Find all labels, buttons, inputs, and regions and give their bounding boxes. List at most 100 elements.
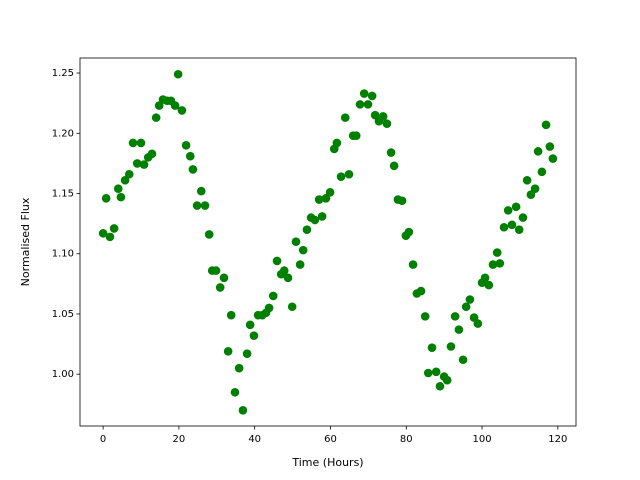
data-point xyxy=(113,184,123,193)
data-point xyxy=(420,312,430,321)
data-point xyxy=(317,212,327,221)
data-point xyxy=(340,113,350,122)
data-point xyxy=(314,195,324,204)
data-point xyxy=(310,215,320,225)
data-point xyxy=(458,355,468,365)
data-point xyxy=(386,148,396,157)
data-point xyxy=(128,138,138,148)
data-point xyxy=(533,147,543,156)
data-point xyxy=(492,248,502,257)
data-point xyxy=(530,184,540,193)
data-point xyxy=(378,112,388,121)
data-point xyxy=(495,259,505,268)
x-tick-label: 60 xyxy=(324,434,337,445)
data-point xyxy=(136,138,146,148)
data-point xyxy=(279,266,289,275)
data-point xyxy=(295,260,305,269)
data-point xyxy=(526,190,536,200)
y-tick-label: 1.25 xyxy=(52,68,74,79)
data-point xyxy=(124,169,134,179)
x-tick-label: 0 xyxy=(100,434,106,445)
plot-frame xyxy=(79,57,577,427)
data-point xyxy=(234,363,244,373)
y-tick-label: 1.10 xyxy=(52,249,74,260)
data-point xyxy=(211,266,221,275)
data-point xyxy=(325,188,335,197)
data-point xyxy=(188,165,198,174)
data-point xyxy=(363,100,373,109)
data-point xyxy=(204,230,214,239)
data-point xyxy=(298,245,308,255)
data-point xyxy=(151,113,161,122)
data-point xyxy=(431,367,441,377)
data-point xyxy=(223,347,233,356)
data-point xyxy=(507,220,517,230)
x-tick-label: 100 xyxy=(472,434,491,445)
x-tick-label: 120 xyxy=(548,434,567,445)
data-point xyxy=(355,100,365,109)
data-point xyxy=(545,142,555,151)
data-point xyxy=(219,273,229,283)
x-tick-label: 40 xyxy=(248,434,261,445)
data-point xyxy=(109,224,119,233)
data-point xyxy=(272,256,282,266)
data-point xyxy=(302,225,312,234)
y-tick-label: 1.00 xyxy=(52,369,74,380)
data-point xyxy=(344,169,354,179)
data-point xyxy=(98,228,108,238)
data-point xyxy=(287,302,297,312)
data-point xyxy=(101,194,111,203)
data-point xyxy=(116,192,126,202)
data-point xyxy=(382,119,392,128)
data-point xyxy=(351,131,361,140)
data-point xyxy=(105,232,115,242)
data-point xyxy=(332,138,342,148)
data-point xyxy=(196,186,206,196)
data-point xyxy=(215,283,225,292)
data-point xyxy=(408,260,418,269)
data-point xyxy=(461,302,471,312)
data-point xyxy=(242,349,252,359)
data-point xyxy=(537,167,547,177)
data-point xyxy=(226,310,236,320)
data-point xyxy=(185,151,195,161)
data-point xyxy=(359,89,369,98)
data-point xyxy=(321,194,331,203)
data-point xyxy=(499,222,509,232)
data-point xyxy=(177,106,187,115)
data-point xyxy=(336,172,346,181)
data-point xyxy=(473,319,483,328)
data-point xyxy=(548,154,558,163)
data-point xyxy=(480,273,490,283)
data-point xyxy=(503,206,513,215)
x-tick-label: 80 xyxy=(400,434,413,445)
data-point xyxy=(442,375,452,385)
data-point xyxy=(181,141,191,150)
y-tick-label: 1.20 xyxy=(52,128,74,139)
data-point xyxy=(435,381,445,391)
data-point xyxy=(427,343,437,353)
data-point xyxy=(416,286,426,296)
data-point xyxy=(404,227,414,237)
data-point xyxy=(367,91,377,101)
data-point xyxy=(511,202,521,212)
data-point xyxy=(465,295,475,304)
data-point xyxy=(173,69,183,79)
y-tick-label: 1.05 xyxy=(52,309,74,320)
data-point xyxy=(389,161,399,171)
data-point xyxy=(488,260,498,269)
data-point xyxy=(170,101,180,110)
data-point xyxy=(450,312,460,321)
data-point xyxy=(291,237,301,246)
data-point xyxy=(139,160,149,169)
data-point xyxy=(397,196,407,206)
data-point xyxy=(120,175,130,185)
y-tick-label: 1.15 xyxy=(52,189,74,200)
data-point xyxy=(423,368,433,378)
x-tick-label: 20 xyxy=(173,434,186,445)
data-point xyxy=(541,120,551,130)
data-point xyxy=(200,201,210,210)
x-axis-label: Time (Hours) xyxy=(291,456,363,469)
